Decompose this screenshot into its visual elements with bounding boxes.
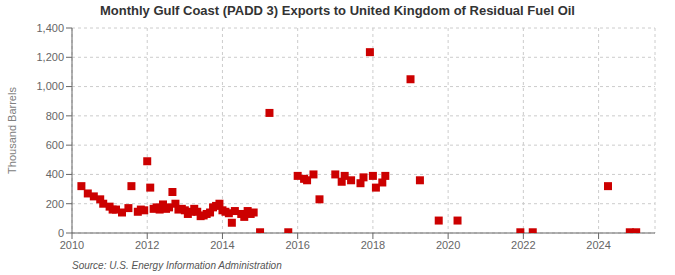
svg-text:800: 800 bbox=[46, 110, 64, 122]
svg-text:2014: 2014 bbox=[210, 239, 234, 251]
html-text:Source: U.S. Energy Informatio: Source: U.S. Energy Information Administ… bbox=[72, 260, 282, 271]
svg-text:2024: 2024 bbox=[586, 239, 610, 251]
svg-text:Thousand Barrels: Thousand Barrels bbox=[8, 87, 18, 174]
svg-text:0: 0 bbox=[58, 227, 64, 239]
svg-text:200: 200 bbox=[46, 198, 64, 210]
svg-text:1,200: 1,200 bbox=[36, 51, 64, 63]
svg-text:2016: 2016 bbox=[285, 239, 309, 251]
svg-text:2022: 2022 bbox=[511, 239, 535, 251]
svg-text:600: 600 bbox=[46, 139, 64, 151]
svg-text:1,000: 1,000 bbox=[36, 80, 64, 92]
svg-text:2010: 2010 bbox=[60, 239, 84, 251]
svg-text:2012: 2012 bbox=[135, 239, 159, 251]
svg-text:400: 400 bbox=[46, 168, 64, 180]
svg-text:1,400: 1,400 bbox=[36, 22, 64, 34]
html-text:Monthly Gulf Coast (PADD 3) Ex: Monthly Gulf Coast (PADD 3) Exports to U… bbox=[100, 3, 575, 18]
svg-text:2018: 2018 bbox=[361, 239, 385, 251]
svg-text:2020: 2020 bbox=[436, 239, 460, 251]
